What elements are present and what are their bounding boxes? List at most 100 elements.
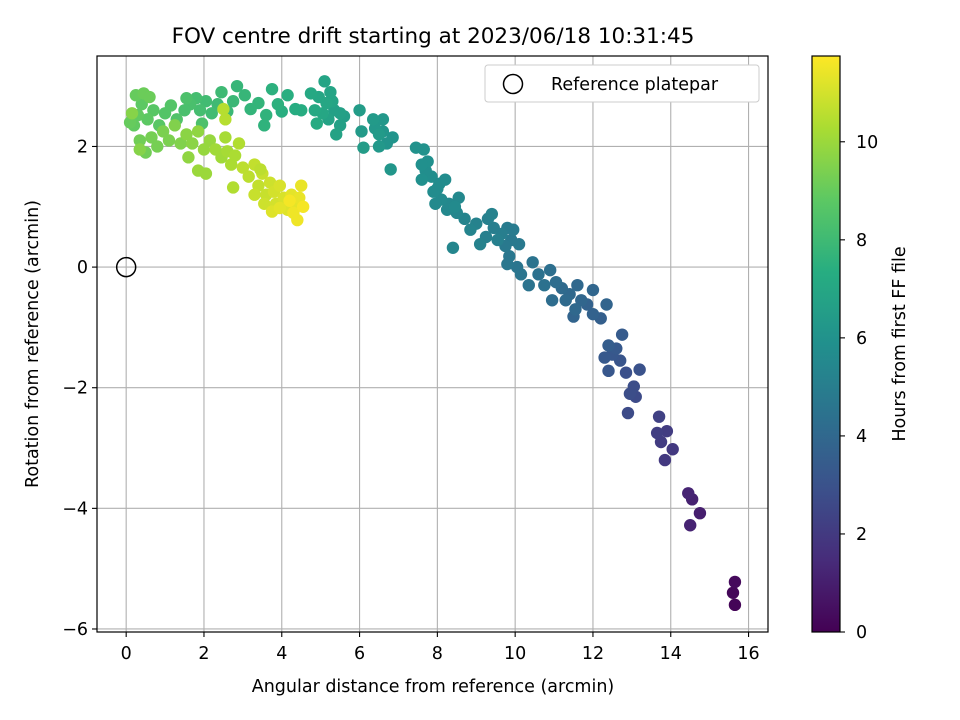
data-point bbox=[156, 125, 170, 138]
data-point bbox=[133, 143, 146, 156]
data-point bbox=[571, 278, 584, 292]
data-point bbox=[230, 79, 244, 93]
data-point bbox=[273, 179, 287, 192]
x-tick-label: 14 bbox=[660, 644, 682, 664]
data-point bbox=[429, 197, 442, 210]
data-point bbox=[151, 140, 164, 153]
colorbar-frame bbox=[811, 55, 841, 633]
data-point bbox=[271, 98, 285, 111]
data-point bbox=[372, 140, 386, 153]
data-point bbox=[178, 104, 191, 117]
data-point bbox=[376, 113, 390, 126]
data-point bbox=[330, 128, 343, 141]
data-point bbox=[265, 82, 279, 96]
data-point bbox=[522, 278, 535, 292]
reference-point bbox=[115, 256, 137, 278]
data-point bbox=[569, 303, 582, 316]
data-point bbox=[197, 143, 211, 156]
legend-box bbox=[484, 64, 760, 103]
x-tick-label: 8 bbox=[432, 644, 443, 664]
data-point bbox=[602, 364, 615, 378]
data-point bbox=[296, 200, 310, 213]
data-point bbox=[333, 107, 347, 120]
data-point bbox=[621, 406, 635, 420]
y-axis-label: Rotation from reference (arcmin) bbox=[23, 200, 43, 488]
legend: Reference platepar bbox=[484, 64, 760, 103]
data-point bbox=[191, 125, 205, 138]
data-point bbox=[652, 410, 666, 423]
data-point bbox=[501, 257, 514, 271]
y-tick-label: 0 bbox=[77, 258, 88, 278]
data-point bbox=[287, 206, 300, 220]
colorbar-label: Hours from first FF file bbox=[890, 246, 910, 441]
data-point bbox=[473, 237, 487, 251]
data-point bbox=[372, 128, 386, 141]
colorbar: 0 2 4 6 8 10 Hours from first FF file bbox=[811, 55, 910, 643]
data-point bbox=[205, 107, 218, 120]
y-axis: −6 −4 −2 0 2 bbox=[62, 137, 97, 640]
data-point bbox=[543, 263, 557, 277]
colorbar-tick-label: 8 bbox=[856, 231, 867, 251]
x-tick-label: 12 bbox=[582, 644, 604, 664]
data-point bbox=[598, 351, 611, 364]
data-point bbox=[145, 131, 158, 144]
data-point bbox=[199, 167, 213, 180]
data-point bbox=[242, 170, 255, 183]
data-point bbox=[355, 125, 368, 138]
colorbar-tick-label: 6 bbox=[856, 329, 867, 349]
data-point bbox=[281, 89, 294, 102]
data-point bbox=[219, 113, 232, 126]
data-point bbox=[324, 85, 337, 99]
y-tick-label: 2 bbox=[77, 137, 88, 157]
data-point bbox=[147, 104, 160, 117]
data-point bbox=[545, 294, 559, 307]
data-point bbox=[448, 200, 462, 213]
y-tick-label: −4 bbox=[62, 499, 88, 519]
legend-entry-label: Reference platepar bbox=[551, 75, 719, 95]
data-point bbox=[660, 424, 674, 438]
data-point bbox=[180, 92, 193, 105]
data-point bbox=[135, 98, 148, 111]
x-tick-label: 2 bbox=[198, 644, 209, 664]
x-tick-label: 0 bbox=[121, 644, 132, 664]
data-point bbox=[409, 141, 423, 154]
colorbar-ticks: 0 2 4 6 8 10 bbox=[840, 133, 878, 643]
data-point bbox=[186, 137, 199, 150]
data-point bbox=[658, 453, 672, 467]
data-point bbox=[228, 149, 242, 162]
data-point bbox=[532, 268, 545, 281]
data-point bbox=[726, 586, 740, 599]
data-point bbox=[141, 113, 154, 126]
data-point bbox=[491, 233, 504, 247]
data-point bbox=[180, 128, 193, 141]
data-point bbox=[728, 575, 742, 589]
reference-platepar-marker bbox=[115, 256, 137, 278]
data-point bbox=[158, 107, 172, 120]
x-tick-label: 16 bbox=[737, 644, 759, 664]
data-point bbox=[238, 89, 252, 102]
data-point bbox=[168, 119, 181, 132]
data-point bbox=[258, 197, 271, 210]
chart-title: FOV centre drift starting at 2023/06/18 … bbox=[172, 24, 695, 49]
data-point bbox=[260, 108, 273, 122]
data-point bbox=[232, 137, 246, 150]
data-point bbox=[308, 104, 322, 117]
data-point bbox=[203, 134, 217, 147]
data-point bbox=[217, 102, 230, 116]
data-point bbox=[248, 188, 261, 201]
colorbar-tick-label: 4 bbox=[856, 427, 867, 447]
data-point bbox=[320, 96, 333, 110]
data-point bbox=[586, 307, 600, 321]
data-point bbox=[464, 223, 477, 236]
colorbar-gradient bbox=[812, 56, 840, 632]
data-point bbox=[446, 241, 460, 254]
data-point bbox=[538, 278, 551, 292]
y-tick-label: −6 bbox=[62, 620, 88, 640]
data-point bbox=[384, 163, 397, 176]
data-point bbox=[600, 298, 613, 311]
data-point bbox=[619, 366, 633, 379]
data-point bbox=[289, 102, 302, 116]
data-point bbox=[526, 256, 539, 269]
data-point bbox=[666, 443, 679, 456]
